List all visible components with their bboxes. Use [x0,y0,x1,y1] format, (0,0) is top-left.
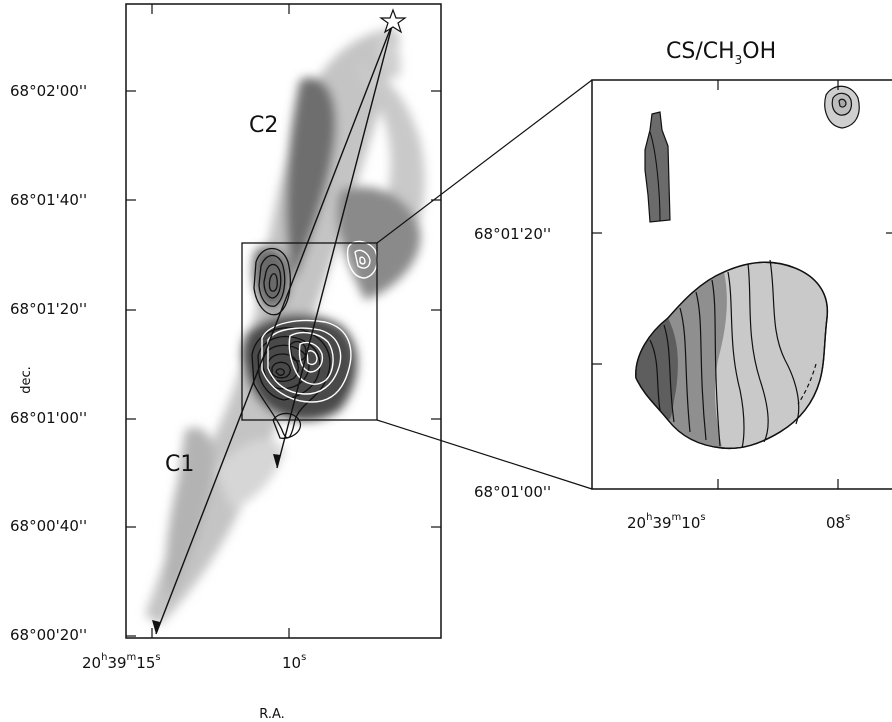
emission-map [145,28,425,625]
left-ytick-1: 68°00'40'' [10,517,87,535]
left-ytick-0: 68°00'20'' [10,626,87,644]
right-ytick-1: 68°01'20'' [474,225,551,243]
left-ytick-4: 68°01'40'' [10,191,87,209]
region-label-c2: C2 [249,113,278,138]
region-label-c1: C1 [165,452,194,477]
left-ylabel: dec. [19,366,34,394]
left-xtick-0: 20h39m15s [82,652,161,672]
right-panel: 68°01'00'' 68°01'20'' 20h39m10s 08s CS/C… [474,39,892,532]
left-xlabel: R.A. [259,707,285,722]
left-panel: 68°00'20'' 68°00'40'' 68°01'00'' 68°01'2… [10,4,441,722]
left-ytick-3: 68°01'20'' [10,300,87,318]
left-xtick-1: 10s [282,652,306,672]
right-ytick-0: 68°01'00'' [474,483,551,501]
left-ytick-5: 68°02'00'' [10,82,87,100]
left-ytick-2: 68°01'00'' [10,409,87,427]
small-feature-top [825,86,859,128]
right-xtick-0: 20h39m10s [627,512,706,532]
right-xtick-1: 08s [826,512,850,532]
right-panel-title: CS/CH3OH [666,39,776,67]
